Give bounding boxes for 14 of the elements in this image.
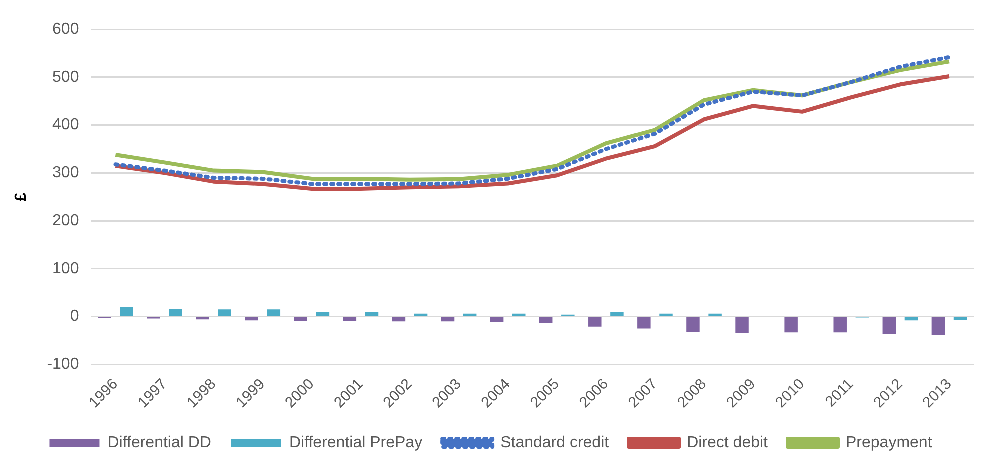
y-tick-label: 200 xyxy=(52,212,80,230)
y-tick-label: 0 xyxy=(70,308,80,326)
y-tick-label: -100 xyxy=(47,356,80,374)
y-tick-label: 100 xyxy=(52,260,80,278)
y-tick-label: 300 xyxy=(52,164,80,182)
y-axis-title: £ xyxy=(13,192,30,202)
legend-label: Direct debit xyxy=(687,434,769,452)
y-tick-label: 500 xyxy=(52,68,80,86)
legend-label: Prepayment xyxy=(846,434,933,452)
legend-label: Differential DD xyxy=(108,434,212,452)
legend-label: Differential PrePay xyxy=(289,434,423,452)
y-tick-label: 600 xyxy=(52,21,80,38)
y-tick-label: 400 xyxy=(52,116,80,134)
legend-label: Standard credit xyxy=(500,434,610,452)
